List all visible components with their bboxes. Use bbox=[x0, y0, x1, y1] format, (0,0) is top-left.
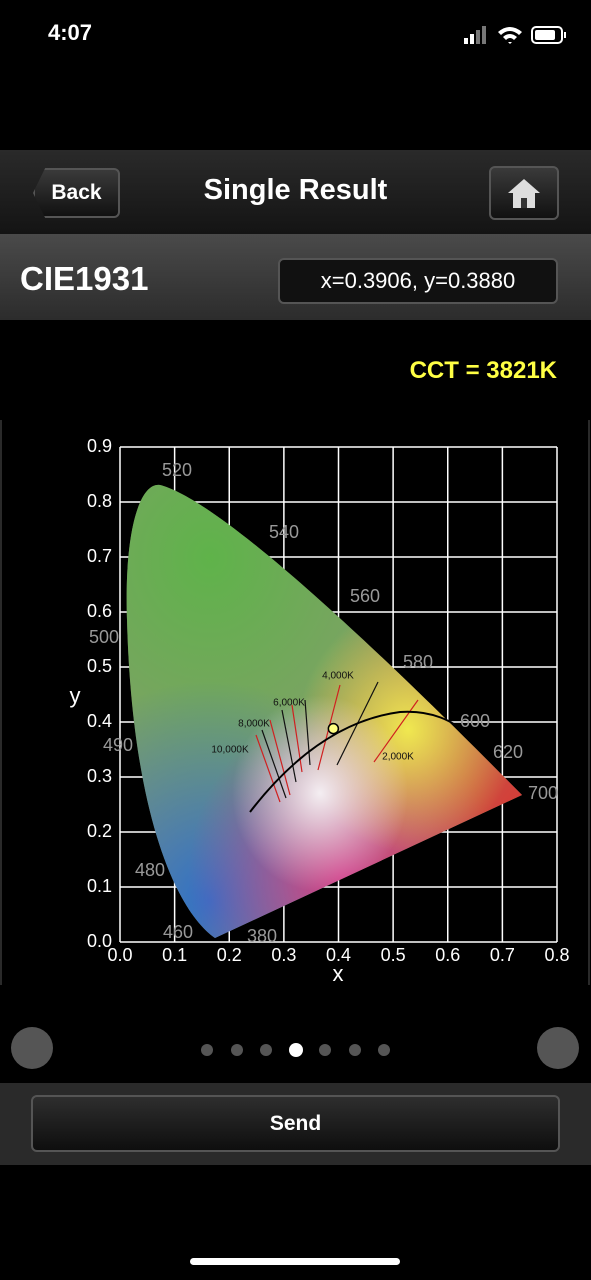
cct-label: 10,000K bbox=[211, 745, 249, 756]
y-tick-label: 0.6 bbox=[87, 601, 112, 621]
x-tick-label: 0.5 bbox=[381, 945, 406, 965]
wavelength-label: 560 bbox=[350, 586, 380, 606]
wavelength-label: 540 bbox=[269, 522, 299, 542]
x-tick-label: 0.7 bbox=[490, 945, 515, 965]
cct-label: 6,000K bbox=[273, 698, 305, 709]
y-tick-label: 0.9 bbox=[87, 436, 112, 456]
x-tick-label: 0.3 bbox=[271, 945, 296, 965]
y-tick-label: 0.5 bbox=[87, 656, 112, 676]
wavelength-label: 700 bbox=[528, 783, 558, 803]
next-button[interactable] bbox=[537, 1027, 579, 1069]
x-tick-label: 0.0 bbox=[107, 945, 132, 965]
cct-label: 4,000K bbox=[322, 671, 354, 682]
y-tick-label: 0.7 bbox=[87, 546, 112, 566]
back-button[interactable]: Back bbox=[33, 168, 120, 218]
subheader-title: CIE1931 bbox=[20, 260, 149, 297]
home-indicator bbox=[190, 1258, 400, 1265]
status-icons bbox=[464, 26, 566, 44]
status-time: 4:07 bbox=[48, 20, 93, 45]
send-button[interactable]: Send bbox=[31, 1095, 560, 1152]
x-tick-label: 0.4 bbox=[326, 945, 351, 965]
wavelength-label: 600 bbox=[460, 711, 490, 731]
gamut bbox=[126, 484, 522, 938]
prev-button[interactable] bbox=[11, 1027, 53, 1069]
y-tick-label: 0.3 bbox=[87, 766, 112, 786]
wavelength-label: 380 bbox=[247, 926, 277, 946]
wavelength-label: 620 bbox=[493, 742, 523, 762]
wavelength-label: 500 bbox=[89, 627, 119, 647]
y-tick-label: 0.4 bbox=[87, 711, 112, 731]
x-tick-label: 0.2 bbox=[217, 945, 242, 965]
wavelength-label: 580 bbox=[403, 652, 433, 672]
y-tick-label: 0.8 bbox=[87, 491, 112, 511]
wavelength-label: 490 bbox=[103, 735, 133, 755]
coordinates-box: x=0.3906, y=0.3880 bbox=[278, 258, 558, 304]
x-axis-label: x bbox=[333, 961, 344, 986]
y-tick-label: 0.2 bbox=[87, 821, 112, 841]
x-tick-label: 0.8 bbox=[544, 945, 569, 965]
home-button[interactable] bbox=[489, 166, 559, 220]
nav-title: Single Result bbox=[203, 174, 388, 206]
cct-label: 8,000K bbox=[238, 719, 270, 730]
y-tick-label: 0.1 bbox=[87, 876, 112, 896]
measured-point bbox=[327, 722, 340, 735]
home-icon bbox=[508, 179, 540, 208]
cct-label: 2,000K bbox=[382, 752, 414, 763]
isotherms bbox=[255, 681, 419, 803]
wavelength-label: 480 bbox=[135, 860, 165, 880]
cct-value: CCT = 3821K bbox=[409, 357, 557, 384]
chart: 0.0 0.1 0.2 0.3 0.4 0.5 0.6 0.7 0.8 0.0 0.1 0.2 0.3 0… bbox=[0, 420, 590, 986]
page-dots bbox=[201, 1043, 390, 1057]
planckian-locus bbox=[249, 710, 471, 813]
wavelength-label: 460 bbox=[163, 922, 193, 942]
x-tick-label: 0.6 bbox=[435, 945, 460, 965]
y-tick-label: 0.0 bbox=[87, 931, 112, 951]
wavelength-label: 520 bbox=[162, 460, 192, 480]
y-axis-label: y bbox=[70, 683, 81, 708]
x-tick-label: 0.1 bbox=[162, 945, 187, 965]
